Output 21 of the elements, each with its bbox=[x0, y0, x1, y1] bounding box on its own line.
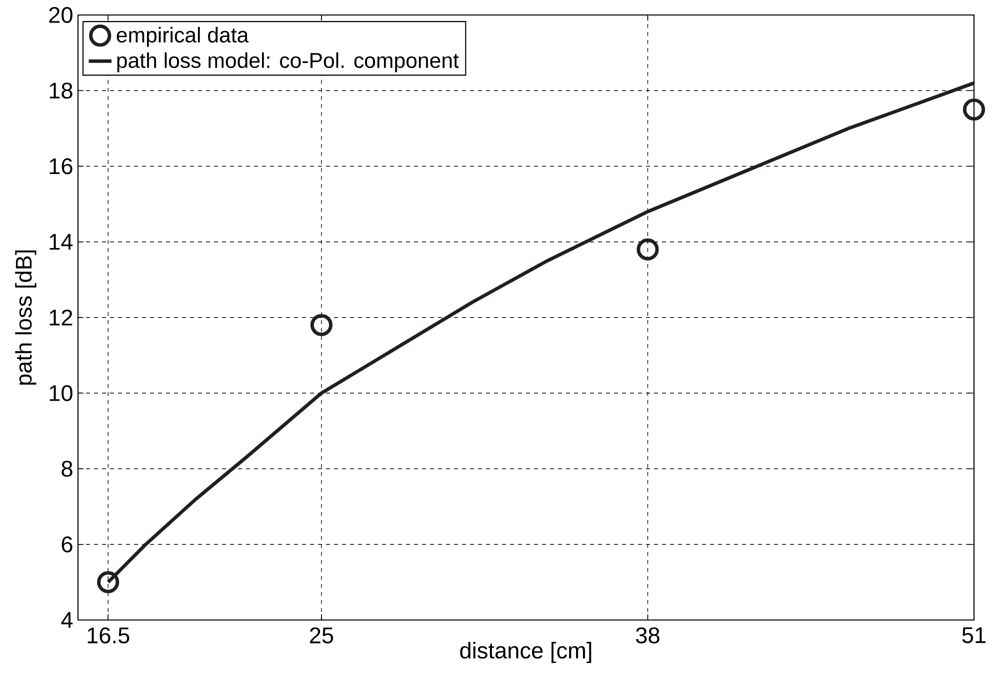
legend-label: empirical data bbox=[116, 26, 249, 47]
y-tick-label: 8 bbox=[62, 460, 72, 477]
y-tick-label: 10 bbox=[50, 385, 72, 402]
y-tick-label: 14 bbox=[50, 234, 73, 250]
point bbox=[97, 571, 120, 594]
x-tick-label: 16.5 bbox=[88, 627, 130, 644]
point bbox=[310, 314, 333, 336]
y-tick-label: 20 bbox=[49, 6, 72, 24]
y-tick-label: 16 bbox=[50, 158, 72, 174]
y-tick-label: 6 bbox=[62, 536, 72, 552]
x-axis-title: distance [cm] bbox=[460, 642, 592, 664]
point bbox=[636, 238, 659, 260]
y-tick-label: 12 bbox=[50, 310, 72, 326]
y-tick-label: 18 bbox=[50, 82, 72, 99]
y-axis-title: path loss [dB] bbox=[15, 250, 36, 385]
x-tick-label: 25 bbox=[310, 627, 334, 644]
x-tick-label: 51 bbox=[962, 627, 986, 644]
point bbox=[962, 98, 986, 121]
y-tick-label: 4 bbox=[61, 612, 73, 628]
legend-label: path loss model: co-Pol. component bbox=[117, 52, 459, 72]
x-tick-label: 38 bbox=[636, 627, 660, 644]
